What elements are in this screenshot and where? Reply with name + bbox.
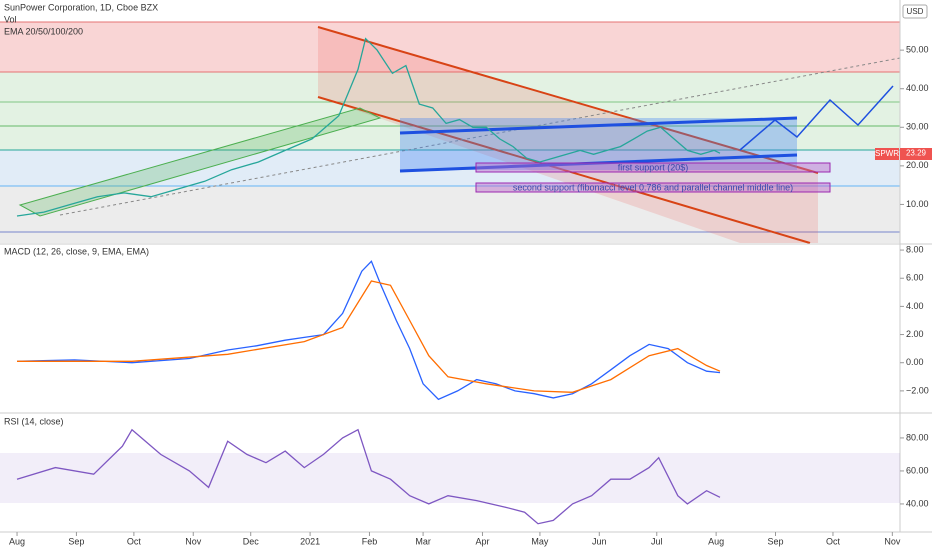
series-line bbox=[16, 37, 721, 217]
x-tick-label: Jun bbox=[592, 536, 607, 546]
symbol: SPWR bbox=[875, 149, 899, 158]
support-box bbox=[475, 182, 831, 193]
x-tick-label: Oct bbox=[826, 536, 841, 546]
fib-lines bbox=[0, 21, 900, 233]
x-tick-label: Mar bbox=[415, 536, 431, 546]
y-tick-label: 80.00 bbox=[906, 432, 929, 442]
y-tick-label: 8.00 bbox=[906, 244, 924, 254]
last-price: 23.29 bbox=[906, 148, 927, 157]
projection bbox=[739, 85, 894, 151]
x-tick-label: May bbox=[531, 536, 549, 546]
currency-box[interactable] bbox=[902, 4, 928, 19]
x-tick-label: Nov bbox=[884, 536, 901, 546]
y-tick-label: 20.00 bbox=[906, 160, 929, 170]
annotation: first support (20$) bbox=[618, 162, 689, 172]
y-tick-label: 60.00 bbox=[906, 465, 929, 475]
channel-line bbox=[317, 26, 819, 174]
channel-line bbox=[317, 96, 811, 244]
x-tick-label: Aug bbox=[708, 536, 724, 546]
series-line bbox=[16, 428, 721, 525]
y-tick-label: 6.00 bbox=[906, 273, 924, 283]
x-tick-label: Sep bbox=[68, 536, 84, 546]
trend-line bbox=[59, 57, 901, 216]
x-tick-label: Sep bbox=[767, 536, 783, 546]
x-tick-label: Nov bbox=[185, 536, 202, 546]
x-tick-label: Apr bbox=[475, 536, 489, 546]
y-tick-label: 40.00 bbox=[906, 83, 929, 93]
symbol-badge bbox=[875, 148, 899, 160]
pane-title: MACD (12, 26, close, 9, EMA, EMA) bbox=[4, 246, 149, 256]
y-tick-label: 4.00 bbox=[906, 301, 924, 311]
x-tick-label: Aug bbox=[9, 536, 25, 546]
indicator: EMA 20/50/100/200 bbox=[4, 26, 83, 36]
indicator: Vol bbox=[4, 14, 17, 24]
series-line bbox=[17, 280, 721, 393]
channel bbox=[318, 27, 818, 243]
x-tick-label: Oct bbox=[127, 536, 142, 546]
support-box bbox=[475, 162, 831, 173]
y-tick-label: 30.00 bbox=[906, 122, 929, 132]
zone bbox=[0, 186, 900, 243]
y-tick-label: 50.00 bbox=[906, 45, 929, 55]
series-line bbox=[16, 260, 721, 401]
range-line bbox=[399, 116, 798, 135]
annotation: second support (fibonacci level 0.786 an… bbox=[513, 182, 793, 192]
y-tick-label: −2.00 bbox=[906, 385, 929, 395]
x-tick-label: Jul bbox=[651, 536, 663, 546]
chart-title: SunPower Corporation, 1D, Cboe BZX bbox=[4, 2, 158, 12]
y-tick-label: 40.00 bbox=[906, 498, 929, 508]
zone bbox=[0, 22, 900, 72]
y-tick-label: 10.00 bbox=[906, 199, 929, 209]
x-tick-label: Feb bbox=[362, 536, 378, 546]
y-tick-label: 0.00 bbox=[906, 357, 924, 367]
y-tick-label: 2.00 bbox=[906, 329, 924, 339]
up-channel bbox=[18, 107, 382, 217]
pane-title: RSI (14, close) bbox=[4, 416, 64, 426]
currency: USD bbox=[907, 7, 924, 16]
rsi-band bbox=[0, 453, 900, 503]
last-price-badge bbox=[900, 148, 932, 160]
x-tick-label: Dec bbox=[243, 536, 260, 546]
x-tick-label: 2021 bbox=[300, 536, 320, 546]
